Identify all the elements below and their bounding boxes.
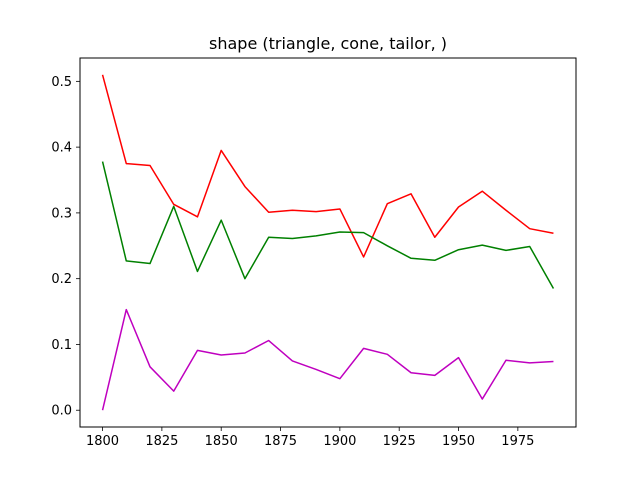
x-tick-label: 1825	[145, 434, 178, 449]
x-tick-label: 1975	[501, 434, 534, 449]
y-tick-label: 0.5	[51, 75, 72, 90]
x-tick-label: 1925	[383, 434, 416, 449]
x-tick-label: 1950	[442, 434, 475, 449]
series-line-1	[101, 74, 554, 258]
chart-title: shape (triangle, cone, tailor, )	[209, 34, 447, 53]
y-tick-label: 0.2	[51, 272, 72, 287]
y-tick-label: 0.4	[51, 141, 72, 156]
series-line-2	[101, 161, 555, 289]
y-tick-label: 0.1	[51, 338, 72, 353]
plot-frame	[79, 57, 577, 428]
x-tick-label: 1850	[205, 434, 238, 449]
series-layer	[101, 74, 555, 411]
y-axis: 0.0 0.1 0.2 0.3 0.4 0.5	[51, 75, 80, 419]
y-tick-label: 0.3	[51, 206, 72, 221]
series-line-3	[101, 308, 554, 411]
x-tick-label: 1875	[264, 434, 297, 449]
x-tick-label: 1800	[86, 434, 119, 449]
x-axis: 1800 1825 1850 1875 1900 1925 1950 1975	[86, 427, 534, 449]
x-tick-label: 1900	[323, 434, 356, 449]
y-tick-label: 0.0	[51, 404, 72, 419]
